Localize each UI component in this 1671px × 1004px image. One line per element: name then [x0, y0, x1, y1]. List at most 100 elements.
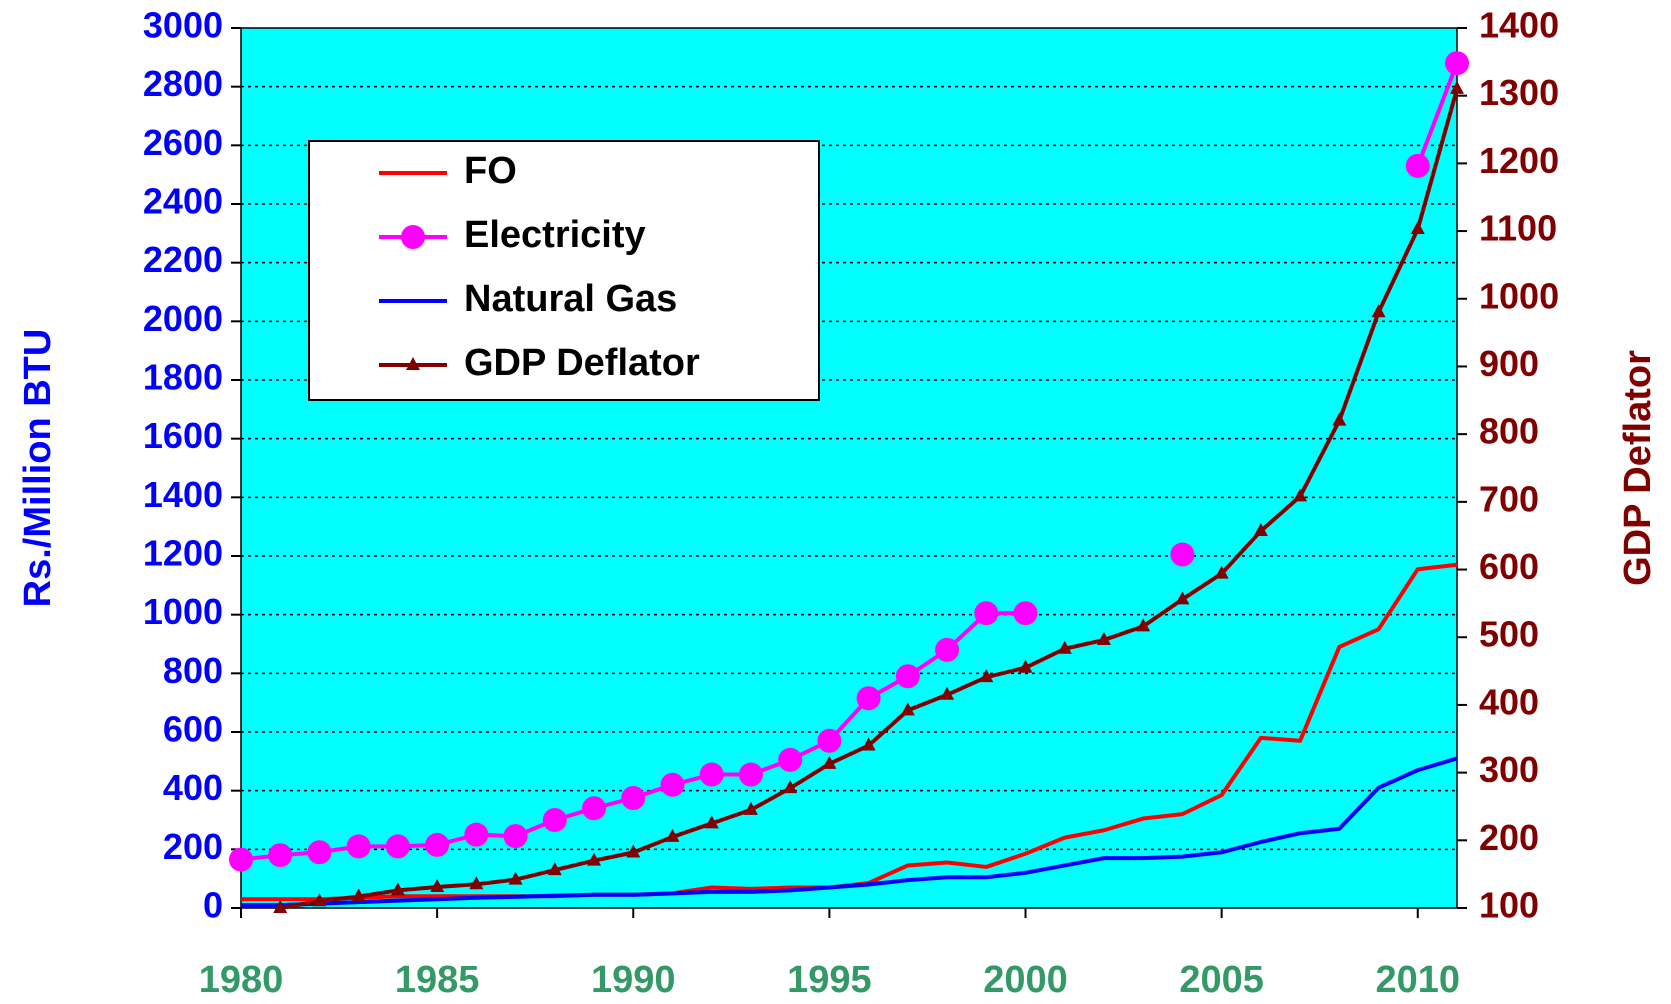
y-tick-label: 2000: [143, 298, 223, 339]
y-axis-title: Rs./Million BTU: [17, 329, 59, 608]
point: [582, 796, 607, 821]
y-tick-label: 1600: [143, 415, 223, 456]
point: [351, 888, 366, 902]
point: [822, 755, 837, 769]
point: [940, 686, 955, 700]
y2-tick-label: 300: [1479, 749, 1539, 790]
point: [778, 747, 803, 772]
y-tick-label: 1800: [143, 357, 223, 398]
y2-tick-label: 100: [1479, 885, 1539, 926]
series-line: [241, 756, 1458, 908]
x-tick-label: 2010: [1376, 959, 1461, 1001]
point: [1013, 601, 1038, 626]
legend-marker: [406, 357, 420, 370]
point: [783, 780, 798, 794]
point: [738, 762, 763, 787]
legend-label: Natural Gas: [464, 278, 677, 320]
y2-tick-label: 1100: [1479, 208, 1557, 249]
x-tick-label: 2005: [1179, 959, 1264, 1001]
y2-tick-label: 1000: [1479, 275, 1559, 316]
point: [1170, 542, 1195, 567]
y2-tick-label: 800: [1479, 411, 1539, 452]
legend-label: GDP Deflator: [464, 342, 700, 384]
point: [1293, 488, 1308, 502]
y-tick-label: 3000: [143, 5, 223, 46]
point: [1253, 522, 1268, 536]
point: [1332, 412, 1347, 426]
y2-axis-title: GDP Deflator: [1617, 350, 1659, 586]
legend-marker: [401, 225, 425, 249]
point: [861, 737, 876, 751]
point: [626, 844, 641, 858]
y2-tick-label: 1400: [1479, 5, 1559, 46]
point: [1450, 80, 1464, 94]
point: [974, 601, 999, 626]
point: [1405, 153, 1430, 178]
point: [1410, 221, 1425, 235]
point: [1445, 51, 1469, 76]
legend-label: FO: [464, 150, 517, 192]
y-tick-label: 2200: [143, 239, 223, 280]
point: [1018, 659, 1033, 673]
point: [430, 879, 445, 893]
legend: FO Electricity Natural Gas GDP Deflator: [308, 140, 820, 401]
legend-box: [308, 140, 820, 401]
point: [704, 815, 719, 829]
point: [895, 664, 920, 689]
x-tick-label: 1980: [199, 959, 284, 1001]
x-tick-label: 1990: [591, 959, 676, 1001]
y2-tick-label: 400: [1479, 681, 1539, 722]
y-tick-label: 800: [163, 650, 223, 691]
y2-tick-label: 1200: [1479, 140, 1559, 181]
point: [1136, 618, 1151, 632]
point: [1175, 591, 1190, 605]
y-tick-label: 1400: [143, 474, 223, 515]
y2-tick-label: 500: [1479, 614, 1539, 655]
y2-tick-label: 1300: [1479, 72, 1559, 113]
y-tick-label: 1000: [143, 591, 223, 632]
point: [979, 669, 994, 683]
y-tick-label: 0: [203, 885, 223, 926]
point: [425, 832, 450, 857]
point: [621, 786, 646, 810]
point: [743, 801, 758, 815]
point: [390, 882, 405, 896]
legend-label: Electricity: [464, 214, 646, 256]
y2-tick-label: 600: [1479, 546, 1539, 587]
point: [900, 702, 915, 716]
point: [1096, 631, 1111, 645]
point: [464, 822, 489, 847]
x-tick-label: 2000: [983, 959, 1068, 1001]
point: [1214, 565, 1229, 579]
point: [312, 893, 327, 907]
point: [587, 852, 602, 866]
point: [385, 834, 410, 859]
point: [660, 772, 685, 797]
point: [268, 843, 293, 868]
y-tick-label: 600: [163, 709, 223, 750]
point: [469, 876, 484, 890]
point: [307, 840, 332, 865]
y2-tick-label: 700: [1479, 478, 1539, 519]
y-tick-label: 1200: [143, 533, 223, 574]
y-tick-label: 200: [163, 826, 223, 867]
point: [508, 871, 523, 885]
point: [665, 828, 680, 842]
point: [229, 847, 253, 872]
point: [817, 728, 842, 753]
series-line: [1415, 62, 1459, 167]
point: [547, 862, 562, 876]
point: [1057, 640, 1072, 654]
point: [346, 834, 371, 859]
point: [542, 808, 567, 832]
y2-tick-label: 900: [1479, 343, 1539, 384]
x-tick-label: 1985: [395, 959, 480, 1001]
point: [856, 686, 881, 711]
point: [273, 900, 288, 913]
point: [699, 762, 724, 787]
y2-tick-label: 200: [1479, 817, 1539, 858]
y-tick-label: 2400: [143, 181, 223, 222]
point: [503, 824, 528, 849]
point: [1371, 304, 1386, 318]
